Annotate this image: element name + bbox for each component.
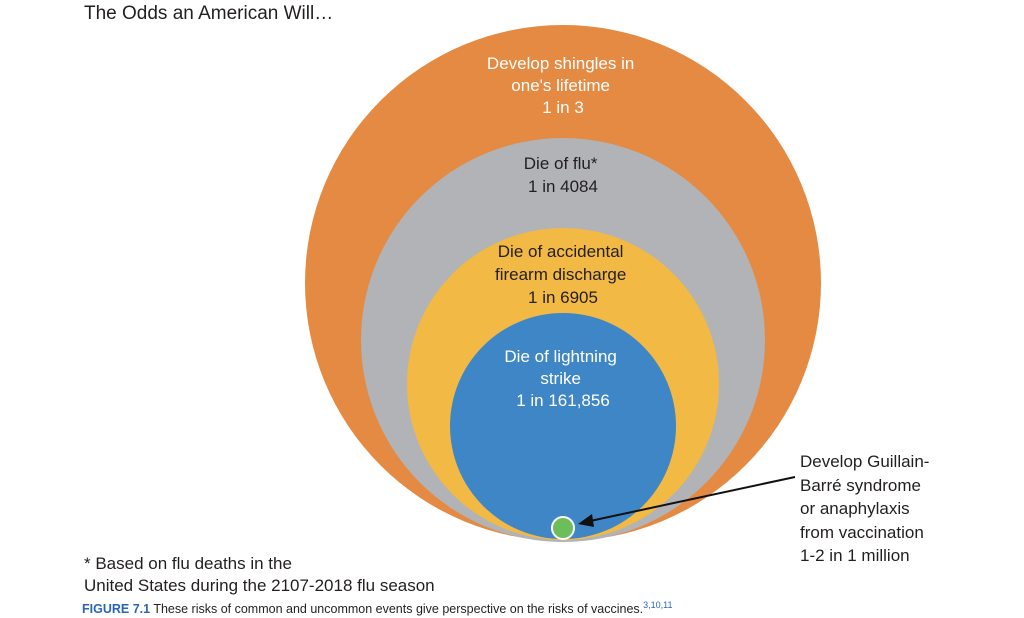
- flu-label: Die of flu* 1 in 4084: [524, 154, 602, 196]
- callout-line: 1-2 in 1 million: [800, 546, 910, 565]
- footnote-line: United States during the 2107-2018 flu s…: [84, 576, 435, 595]
- caption-references[interactable]: 3,10,11: [643, 600, 673, 610]
- circle-lightning: [450, 313, 676, 539]
- footnote-line: * Based on flu deaths in the: [84, 554, 292, 573]
- callout-line: Barré syndrome: [800, 475, 921, 495]
- figure-caption: FIGURE 7.1 These risks of common and unc…: [82, 600, 673, 616]
- firearm-label: Die of accidental firearm discharge 1 in…: [495, 242, 631, 307]
- shingles-label: Develop shingles in one's lifetime 1 in …: [487, 54, 639, 117]
- callout-line: or anaphylaxis: [800, 499, 910, 518]
- figure-number: FIGURE 7.1: [82, 602, 151, 617]
- lightning-label: Die of lightning strike 1 in 161,856: [504, 347, 621, 410]
- callout-line: from vaccination: [800, 522, 924, 542]
- vaccination-callout: Develop Guillain- Barré syndrome or anap…: [800, 450, 929, 568]
- figure-title: The Odds an American Will…: [84, 3, 334, 24]
- circle-vaccination: [551, 516, 575, 540]
- callout-arrow: [589, 476, 796, 522]
- callout-arrowhead: [578, 514, 594, 527]
- caption-text: These risks of common and uncommon event…: [150, 602, 644, 617]
- callout-line: Develop Guillain-: [800, 452, 930, 471]
- footnote: * Based on flu deaths in the United Stat…: [84, 553, 435, 597]
